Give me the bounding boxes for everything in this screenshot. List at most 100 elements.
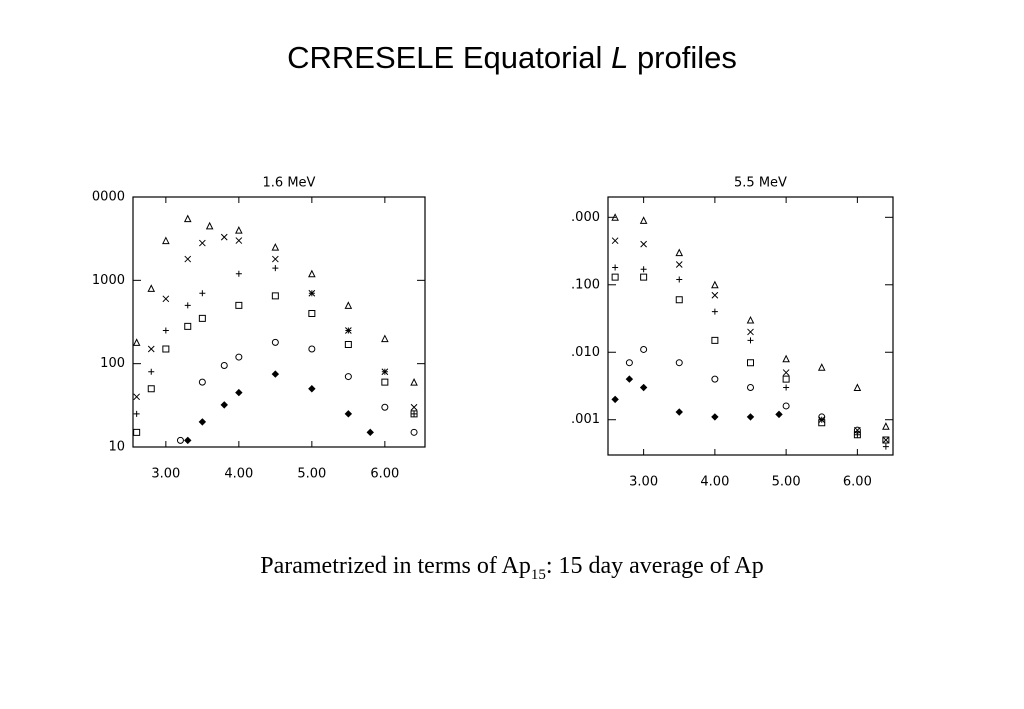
title-text: CRRESELE Equatorial: [287, 40, 603, 75]
data-point: [220, 233, 228, 241]
y-tick-label: 100: [100, 356, 125, 371]
data-point: [344, 373, 352, 380]
data-point: [147, 385, 155, 393]
data-point: [176, 436, 184, 444]
data-point: [853, 431, 861, 439]
y-tick-label: 0000: [92, 190, 125, 205]
data-point: [711, 291, 719, 299]
data-point: [782, 375, 790, 383]
data-point: [308, 269, 316, 278]
data-point: [640, 273, 648, 281]
data-point: [747, 328, 754, 336]
y-tick-label: .001: [571, 412, 600, 427]
data-point: [411, 410, 418, 417]
data-point: [344, 410, 353, 418]
data-point: [675, 359, 683, 367]
data-point: [132, 338, 141, 346]
data-point: [882, 436, 890, 444]
data-point: [344, 301, 353, 309]
y-tick-label: 1000: [92, 273, 125, 288]
data-point: [818, 413, 826, 421]
caption-text: : 15 day average of Ap: [545, 553, 764, 579]
title-text: profiles: [636, 40, 737, 75]
data-point: [271, 243, 280, 251]
x-tick-label: 4.00: [700, 475, 729, 490]
data-point: [612, 264, 619, 271]
data-point: [162, 327, 169, 334]
data-point: [184, 436, 192, 445]
y-tick-label: .010: [571, 345, 600, 360]
chart-title: 5.5 MeV: [734, 176, 787, 191]
data-point: [675, 408, 683, 416]
x-tick-label: 6.00: [843, 475, 872, 490]
y-tick-label: 10: [108, 440, 125, 455]
plot-frame: [132, 196, 426, 448]
data-point: [782, 354, 790, 363]
data-point: [625, 359, 633, 367]
data-point: [675, 248, 684, 257]
data-point: [198, 314, 206, 322]
data-point: [747, 359, 754, 367]
data-point: [381, 403, 389, 411]
data-point: [198, 418, 207, 426]
data-point: [199, 290, 206, 297]
data-point: [147, 345, 155, 353]
data-point: [882, 422, 890, 430]
data-point: [853, 383, 862, 392]
data-point: [410, 428, 418, 436]
x-tick-label: 5.00: [297, 467, 326, 482]
data-point: [271, 292, 279, 300]
data-point: [184, 322, 192, 330]
data-point: [381, 368, 388, 375]
data-point: [853, 426, 861, 434]
data-point: [345, 327, 352, 334]
chart-title: 1.6 MeV: [263, 176, 316, 191]
data-point: [235, 388, 243, 397]
y-tick-label: .000: [571, 210, 600, 225]
data-point: [235, 301, 243, 309]
data-point: [410, 410, 418, 418]
caption-subscript: 15: [530, 566, 546, 583]
data-point: [183, 214, 192, 223]
data-point: [235, 353, 243, 361]
data-point: [272, 265, 279, 272]
data-point: [625, 375, 634, 383]
data-point: [381, 334, 389, 343]
data-point: [410, 378, 418, 386]
data-point: [162, 236, 170, 245]
data-point: [639, 383, 648, 392]
data-point: [882, 443, 889, 450]
data-point: [746, 315, 755, 324]
data-point: [344, 340, 352, 348]
y-tick-label: .100: [571, 277, 600, 292]
data-point: [882, 436, 890, 444]
data-point: [271, 255, 279, 263]
data-point: [611, 395, 619, 404]
data-point: [711, 336, 719, 344]
data-point: [640, 266, 647, 273]
data-point: [747, 337, 754, 344]
x-tick-label: 5.00: [772, 475, 801, 490]
data-point: [133, 410, 140, 417]
data-point: [220, 362, 228, 369]
data-point: [639, 216, 648, 224]
data-point: [198, 239, 206, 247]
data-point: [133, 428, 141, 436]
data-point: [711, 375, 719, 383]
data-point: [308, 345, 316, 353]
data-point: [611, 213, 619, 221]
data-point: [271, 370, 280, 378]
data-point: [775, 410, 783, 419]
data-point: [366, 428, 374, 437]
title-italic: L: [611, 40, 629, 75]
data-point: [205, 221, 214, 230]
data-point: [675, 296, 683, 304]
data-point: [782, 369, 790, 376]
data-point: [711, 280, 719, 289]
data-point: [220, 401, 228, 409]
data-point: [271, 338, 279, 346]
data-point: [198, 378, 206, 386]
data-point: [410, 403, 418, 411]
